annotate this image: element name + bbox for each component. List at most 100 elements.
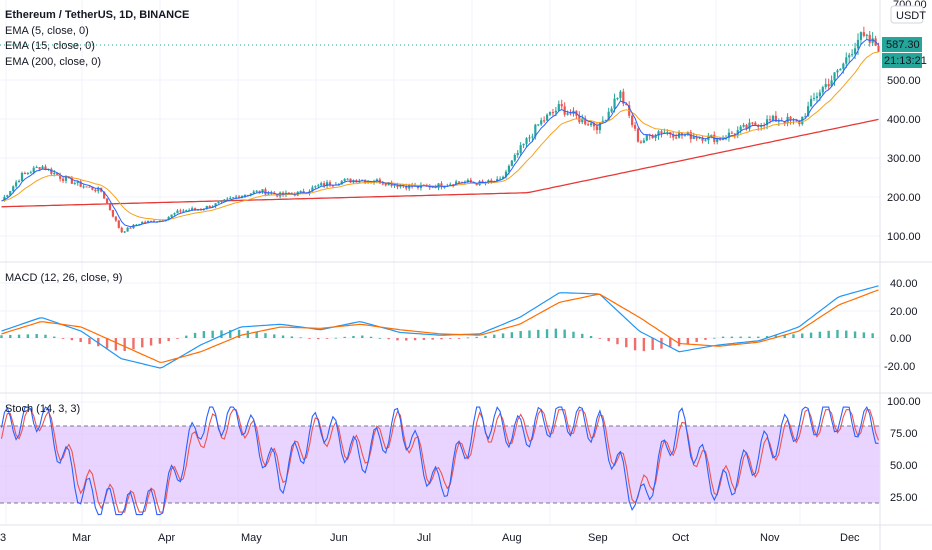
candle-body <box>616 97 619 99</box>
candle-body <box>595 126 599 131</box>
ema-200-legend[interactable]: EMA (200, close, 0) <box>5 56 101 68</box>
candle-body <box>836 70 839 73</box>
last-price-badge <box>882 37 922 52</box>
histogram-bar <box>413 338 417 341</box>
candle-body <box>587 124 590 126</box>
macd-pane[interactable] <box>0 285 879 369</box>
histogram-bar <box>299 337 302 339</box>
candle-body <box>651 135 654 139</box>
candle-body <box>657 131 660 136</box>
macd-legend[interactable]: MACD (12, 26, close, 9) <box>5 272 122 284</box>
candle-body <box>771 115 775 120</box>
candlestick-series <box>3 26 880 234</box>
candle-body <box>170 214 173 217</box>
time-tick: Nov <box>760 532 780 544</box>
price-tick: 400.00 <box>887 114 921 126</box>
stoch-tick: 100.00 <box>887 396 921 408</box>
candle-body <box>182 210 185 212</box>
histogram-bar <box>774 335 778 338</box>
histogram-bar <box>677 338 681 347</box>
candle-body <box>510 160 513 166</box>
histogram-bar <box>35 334 38 338</box>
candle-body <box>660 131 663 134</box>
time-axis[interactable]: 3 Mar Apr May Jun Jul Aug Sep Oct Nov De… <box>0 532 860 544</box>
stoch-pane[interactable] <box>0 405 880 516</box>
ema-15-legend[interactable]: EMA (15, close, 0) <box>5 40 95 52</box>
histogram-bar <box>660 338 663 349</box>
histogram-bar <box>625 338 628 348</box>
candle-body <box>695 136 698 139</box>
histogram-bar <box>229 330 232 338</box>
candle-body <box>35 167 38 169</box>
currency-label: USDT <box>896 10 926 22</box>
currency-badge[interactable] <box>890 5 924 24</box>
price-tick: 100.00 <box>887 231 921 243</box>
candle-body <box>865 34 868 36</box>
candle-body <box>742 124 745 127</box>
macd-axis[interactable]: 40.00 20.00 0.00 -20.00 <box>884 278 918 373</box>
candle-body <box>809 98 813 107</box>
candle-body <box>833 72 836 81</box>
candle-body <box>449 184 452 186</box>
candle-body <box>604 120 607 122</box>
ema-5-legend[interactable]: EMA (5, close, 0) <box>5 25 89 37</box>
histogram-bar <box>616 338 619 345</box>
histogram-bar <box>343 336 346 338</box>
candle-body <box>349 178 352 183</box>
candle-body <box>152 220 156 223</box>
candle-body <box>44 166 47 170</box>
price-tick: 300.00 <box>887 153 921 165</box>
candle-body <box>868 34 871 43</box>
candle-body <box>830 80 833 87</box>
candle-body <box>443 186 446 188</box>
histogram-bar <box>713 337 716 339</box>
histogram-bar <box>387 338 390 340</box>
ema-5-line <box>1 38 879 228</box>
histogram-bar <box>141 338 144 348</box>
candle-body <box>601 120 604 122</box>
candle-body <box>736 130 739 135</box>
candle-body <box>108 203 112 211</box>
time-tick: Jul <box>417 532 431 544</box>
histogram-bar <box>185 335 188 338</box>
candle-body <box>17 180 21 183</box>
histogram-bar <box>9 334 12 338</box>
histogram-bar <box>352 335 355 338</box>
candle-body <box>475 183 478 186</box>
candle-body <box>26 172 29 174</box>
candle-body <box>815 96 819 98</box>
macd-tick: 0.00 <box>890 333 911 345</box>
candle-body <box>117 220 120 228</box>
histogram-bar <box>449 338 452 339</box>
price-pane[interactable] <box>0 26 880 234</box>
candle-body <box>804 116 807 118</box>
stoch-axis[interactable]: 100.00 75.00 50.00 25.00 <box>887 396 921 504</box>
candle-body <box>126 227 129 232</box>
candle-body <box>748 122 751 129</box>
time-tick: Apr <box>158 532 175 544</box>
candle-body <box>745 124 748 129</box>
candle-body <box>821 87 824 93</box>
stoch-legend[interactable]: Stoch (14, 3, 3) <box>5 403 80 415</box>
price-axis[interactable]: 700.00 USDT 587.30 21:13:21 500.00 400.0… <box>882 0 927 243</box>
histogram-bar <box>871 333 874 338</box>
histogram-bar <box>97 338 100 347</box>
candle-body <box>783 121 786 124</box>
candle-body <box>264 189 267 195</box>
histogram-bar <box>466 337 470 339</box>
histogram-bar <box>378 337 382 339</box>
histogram-bar <box>475 336 478 338</box>
histogram-bar <box>281 335 285 338</box>
candle-body <box>727 132 731 139</box>
histogram-bar <box>440 338 443 340</box>
histogram-bar <box>792 334 795 338</box>
histogram-bar <box>53 336 56 338</box>
candle-body <box>249 193 252 196</box>
candle-body <box>270 192 273 194</box>
histogram-bar <box>361 335 364 338</box>
histogram-bar <box>0 335 3 338</box>
candle-body <box>120 227 123 233</box>
candle-body <box>692 136 695 140</box>
histogram-bar <box>308 338 311 339</box>
